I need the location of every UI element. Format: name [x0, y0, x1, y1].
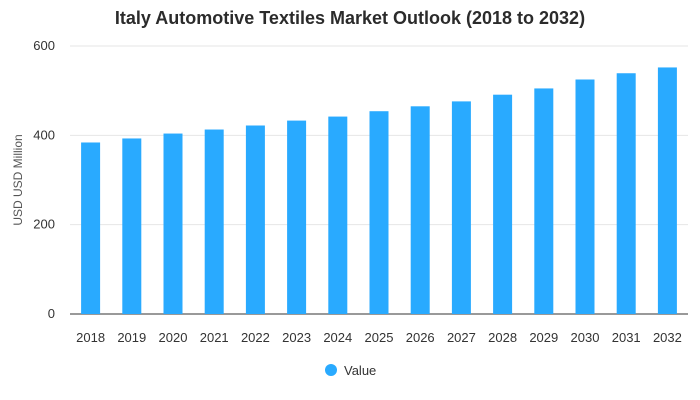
x-tick-label: 2026: [406, 330, 435, 345]
y-axis-ticks: 0 200 400 600: [33, 38, 55, 321]
x-tick-label: 2025: [365, 330, 394, 345]
y-tick-label: 600: [33, 38, 55, 53]
legend[interactable]: Value: [325, 363, 376, 378]
y-tick-label: 200: [33, 217, 55, 232]
bars: [81, 67, 677, 315]
bar-2030[interactable]: [575, 79, 595, 315]
legend-swatch: [325, 364, 337, 376]
chart-title: Italy Automotive Textiles Market Outlook…: [115, 8, 585, 28]
bar-2019[interactable]: [122, 138, 142, 314]
x-tick-label: 2031: [612, 330, 641, 345]
bar-2021[interactable]: [204, 129, 224, 314]
x-tick-label: 2029: [529, 330, 558, 345]
y-tick-label: 400: [33, 127, 55, 142]
bar-2026[interactable]: [410, 106, 430, 314]
x-tick-label: 2024: [323, 330, 352, 345]
x-tick-label: 2032: [653, 330, 682, 345]
bar-2020[interactable]: [163, 133, 183, 314]
x-tick-label: 2028: [488, 330, 517, 345]
x-tick-label: 2021: [200, 330, 229, 345]
x-axis-ticks: 2018 2019 2020 2021 2022 2023 2024 2025 2026 2027…: [76, 330, 682, 345]
bar-2025[interactable]: [369, 111, 389, 314]
y-axis-label: USD USD Million: [11, 134, 25, 225]
x-tick-label: 2022: [241, 330, 270, 345]
bar-2028[interactable]: [493, 94, 513, 314]
y-tick-label: 0: [48, 306, 55, 321]
bar-2029[interactable]: [534, 88, 554, 314]
bar-2022[interactable]: [245, 125, 265, 314]
bar-2023[interactable]: [287, 120, 307, 315]
x-tick-label: 2030: [571, 330, 600, 345]
bar-2027[interactable]: [451, 101, 471, 315]
bar-2024[interactable]: [328, 116, 348, 314]
x-tick-label: 2019: [117, 330, 146, 345]
x-tick-label: 2027: [447, 330, 476, 345]
x-tick-label: 2023: [282, 330, 311, 345]
x-tick-label: 2018: [76, 330, 105, 345]
legend-label: Value: [344, 363, 376, 378]
x-tick-label: 2020: [159, 330, 188, 345]
bar-2032[interactable]: [657, 67, 677, 314]
bar-2031[interactable]: [616, 73, 636, 314]
bar-2018[interactable]: [81, 142, 101, 314]
